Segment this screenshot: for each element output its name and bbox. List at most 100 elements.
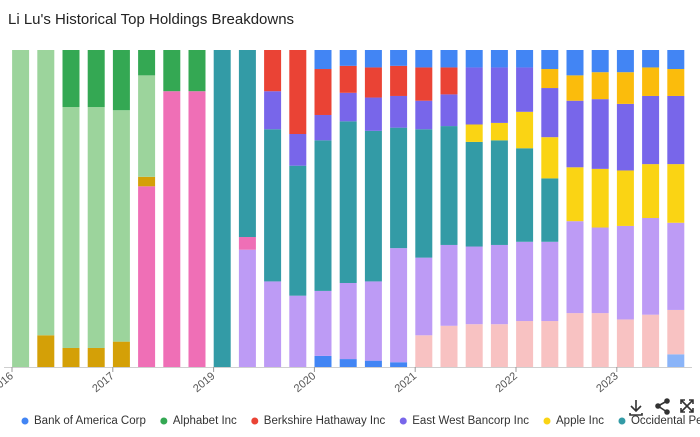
bar-segment: [188, 50, 206, 92]
bar-segment: [364, 67, 382, 98]
bar-segment: [516, 67, 534, 112]
bar-segment: [390, 50, 408, 66]
legend-item: Berkshire Hathaway Inc: [251, 415, 385, 427]
bar-segment: [37, 50, 55, 336]
bar-segment: [541, 178, 559, 242]
bar-segment: [490, 324, 508, 367]
bar-segment: [62, 50, 80, 108]
bar-segment: [364, 97, 382, 131]
x-tick-label: 2022: [493, 370, 519, 395]
bar-segment: [667, 354, 685, 367]
bar-segment: [667, 95, 685, 165]
bar-segment: [516, 241, 534, 322]
bar-segment: [112, 341, 130, 367]
bar-segment: [566, 100, 584, 168]
bar-segment: [591, 50, 609, 73]
bar-segment: [465, 246, 483, 325]
bar-segment: [289, 50, 307, 135]
bar-segment: [163, 50, 181, 92]
bar-segment: [364, 50, 382, 68]
bar-segment: [616, 319, 634, 367]
legend-marker: [543, 417, 551, 425]
legend-item: Occidental Petroleum Corp: [618, 415, 700, 427]
bar-segment: [465, 124, 483, 142]
bar-segment: [415, 257, 433, 336]
bar-segment: [516, 148, 534, 242]
bar-segment: [566, 221, 584, 314]
bar-segment: [62, 107, 80, 348]
bar-segment: [138, 50, 156, 76]
bar-segment: [541, 137, 559, 179]
legend-label: East West Bancorp Inc: [412, 415, 529, 427]
bar-segment: [314, 355, 332, 367]
bar-segment: [541, 50, 559, 70]
download-button[interactable]: [629, 400, 643, 416]
bar-segment: [465, 141, 483, 247]
bar-segment: [339, 65, 357, 93]
bar-segment: [516, 50, 534, 68]
legend-marker: [21, 417, 29, 425]
bar-segment: [138, 75, 156, 177]
bar-segment: [541, 321, 559, 367]
bar-segment: [440, 325, 458, 367]
legend-label: Alphabet Inc: [173, 415, 237, 427]
bar-segment: [465, 324, 483, 367]
bar-segment: [364, 130, 382, 282]
bar-segment: [541, 69, 559, 89]
bar-segment: [667, 222, 685, 310]
bar-segment: [490, 140, 508, 245]
bar-segment: [591, 168, 609, 228]
bar-segment: [642, 67, 660, 96]
bar-segment: [264, 281, 282, 367]
bar-segment: [138, 186, 156, 367]
bar-segment: [667, 50, 685, 70]
legend-marker: [251, 417, 259, 425]
bar-segment: [289, 165, 307, 296]
legend-label: Apple Inc: [556, 415, 604, 427]
bar-segment: [642, 164, 660, 219]
bar-segment: [667, 309, 685, 355]
bar-segment: [87, 50, 105, 108]
bar-segment: [616, 170, 634, 226]
bar-segment: [264, 91, 282, 130]
bar-segment: [289, 295, 307, 367]
legend-marker: [399, 417, 407, 425]
chart-title: Li Lu's Historical Top Holdings Breakdow…: [8, 11, 294, 28]
bar-segment: [415, 335, 433, 367]
bar-segment: [642, 50, 660, 68]
bar-segment: [163, 91, 181, 368]
bar-segment: [566, 313, 584, 367]
bar-segment: [667, 164, 685, 223]
bar-segment: [642, 218, 660, 315]
bar-segment: [390, 248, 408, 363]
bar-segment: [12, 50, 30, 367]
x-tick-label: 2020: [292, 370, 318, 395]
bar-segment: [642, 314, 660, 367]
bar-segment: [238, 249, 256, 367]
bar-segment: [440, 94, 458, 127]
bar-segment: [289, 134, 307, 166]
x-tick-label: 2023: [594, 370, 620, 395]
bar-segment: [314, 50, 332, 70]
legend-label: Occidental Petroleum Corp: [631, 415, 700, 427]
bar-segment: [541, 88, 559, 138]
x-tick-label: 2016: [0, 370, 16, 395]
bar-segment: [314, 140, 332, 291]
bar-segment: [440, 244, 458, 326]
bar-segment: [490, 67, 508, 123]
bar-segment: [138, 176, 156, 187]
bar-segment: [339, 50, 357, 66]
fullscreen-button[interactable]: [680, 399, 694, 413]
x-tick-label: 2021: [393, 370, 419, 395]
bar-segment: [566, 50, 584, 76]
bar-segment: [415, 100, 433, 130]
bar-segment: [591, 227, 609, 314]
bar-segment: [465, 50, 483, 68]
share-button[interactable]: [655, 398, 670, 415]
bar-segment: [339, 121, 357, 283]
bar-segment: [566, 75, 584, 101]
bar-segment: [62, 347, 80, 367]
legend-item: Alphabet Inc: [160, 415, 237, 427]
